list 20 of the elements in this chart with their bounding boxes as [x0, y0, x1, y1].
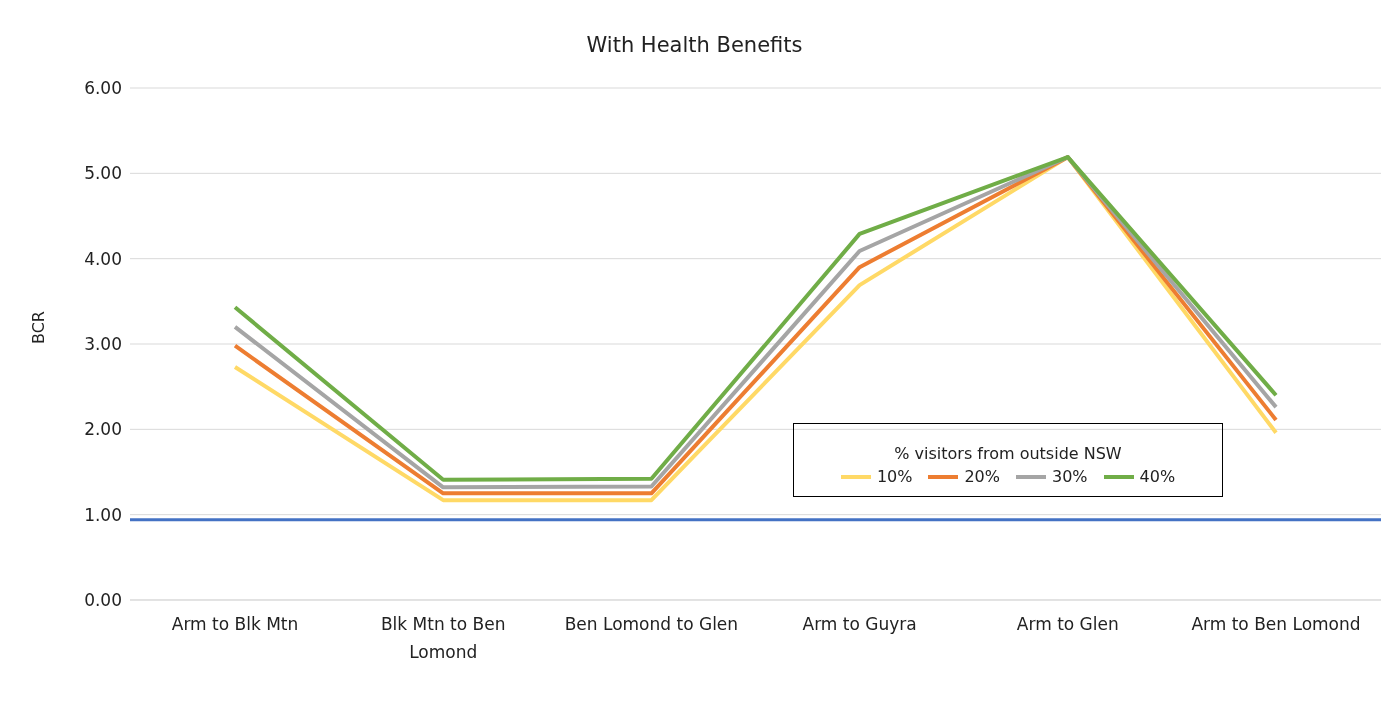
chart-title: With Health Benefits — [585, 32, 804, 59]
y-tick-label: 6.00 — [84, 78, 122, 99]
y-axis-title: BCR — [28, 311, 48, 344]
x-tick-label: Arm to Glen — [1016, 614, 1119, 634]
y-tick-label: 3.00 — [84, 334, 122, 355]
y-tick-label: 2.00 — [84, 419, 122, 440]
legend-label: 40% — [1139, 467, 1176, 486]
legend-label: 20% — [964, 467, 1000, 486]
y-tick-label: 0.00 — [84, 590, 122, 611]
legend-label: 30% — [1052, 467, 1088, 486]
y-tick-label: 1.00 — [84, 504, 122, 525]
legend-title: % visitors from outside NSW — [893, 444, 1123, 463]
legend-label: 10% — [876, 467, 913, 486]
x-tick-label: Ben Lomond to Glen — [564, 614, 739, 634]
x-tick-label: Arm to Ben Lomond — [1191, 614, 1361, 634]
x-tick-label: Blk Mtn to Ben Lomond — [380, 614, 506, 662]
y-tick-label: 5.00 — [84, 163, 122, 184]
x-tick-label: Arm to Blk Mtn — [171, 614, 299, 634]
x-tick-label: Arm to Guyra — [802, 614, 917, 634]
y-tick-label: 4.00 — [84, 248, 122, 269]
